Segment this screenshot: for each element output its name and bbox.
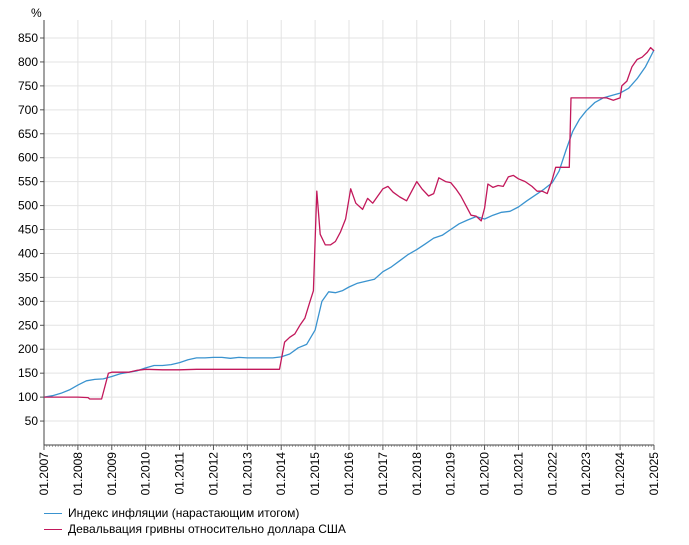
- x-tick-label: 01.2023: [579, 452, 593, 496]
- x-tick-label: 01.2012: [206, 452, 220, 496]
- x-tick-label: 01.2018: [410, 452, 424, 496]
- y-tick-label: 350: [18, 270, 38, 284]
- y-tick-label: 150: [18, 366, 38, 380]
- y-tick-label: 850: [18, 31, 38, 45]
- y-tick-label: 750: [18, 79, 38, 93]
- legend-label-devaluation: Девальвация гривны относительно доллара …: [68, 522, 346, 536]
- y-tick-label: 300: [18, 294, 38, 308]
- y-tick-label: 250: [18, 318, 38, 332]
- x-tick-label: 01.2009: [105, 452, 119, 496]
- legend-item-devaluation: Девальвация гривны относительно доллара …: [44, 521, 346, 537]
- x-tick-label: 01.2008: [71, 452, 85, 496]
- x-tick-label: 01.2019: [444, 452, 458, 496]
- legend-item-inflation: Индекс инфляции (нарастающим итогом): [44, 505, 346, 521]
- horizontal-gridlines: [40, 37, 654, 422]
- vertical-gridlines: [43, 20, 655, 445]
- y-axis-label: %: [31, 6, 42, 20]
- x-tick-label: 01.2011: [173, 452, 187, 495]
- x-tick-label: 01.2010: [139, 452, 153, 496]
- legend-swatch-devaluation: [44, 528, 62, 530]
- legend-label-inflation: Индекс инфляции (нарастающим итогом): [68, 506, 300, 520]
- y-tick-label: 450: [18, 223, 38, 237]
- x-tick-label: 01.2016: [342, 452, 356, 496]
- x-tick-label: 01.2017: [376, 452, 390, 496]
- y-tick-label: 100: [18, 390, 38, 404]
- x-tick-label: 01.2021: [511, 452, 525, 496]
- series-line-devaluation: [44, 46, 655, 400]
- legend-swatch-inflation: [44, 512, 62, 514]
- y-tick-label: 600: [18, 151, 38, 165]
- x-tick-label: 01.2007: [37, 452, 51, 496]
- x-tick-label: 01.2025: [647, 452, 661, 496]
- x-tick-label: 01.2020: [478, 452, 492, 496]
- x-tick-label: 01.2024: [613, 452, 627, 496]
- y-tick-label: 700: [18, 103, 38, 117]
- y-tick-labels: 50 100 150 200 250 300 350 400 450 500 550 600 650 70…: [18, 31, 38, 428]
- x-tick-label: 01.2015: [308, 452, 322, 496]
- x-tick-label: 01.2022: [545, 452, 559, 496]
- series-lines: [43, 46, 655, 400]
- legend: Индекс инфляции (нарастающим итогом) Дев…: [44, 505, 346, 537]
- series-line-inflation: [43, 49, 655, 398]
- x-tick-label: 01.2014: [274, 452, 288, 496]
- y-tick-label: 50: [25, 414, 39, 428]
- y-tick-label: 650: [18, 127, 38, 141]
- y-tick-label: 800: [18, 55, 38, 69]
- y-tick-label: 200: [18, 342, 38, 356]
- y-tick-label: 400: [18, 246, 38, 260]
- y-tick-label: 550: [18, 175, 38, 189]
- x-tick-label: 01.2013: [240, 452, 254, 496]
- x-tick-labels: 01.2007 01.2008 01.2009 01.2010 01.2011 01.20…: [37, 452, 661, 496]
- axes: [43, 20, 655, 450]
- y-tick-label: 500: [18, 199, 38, 213]
